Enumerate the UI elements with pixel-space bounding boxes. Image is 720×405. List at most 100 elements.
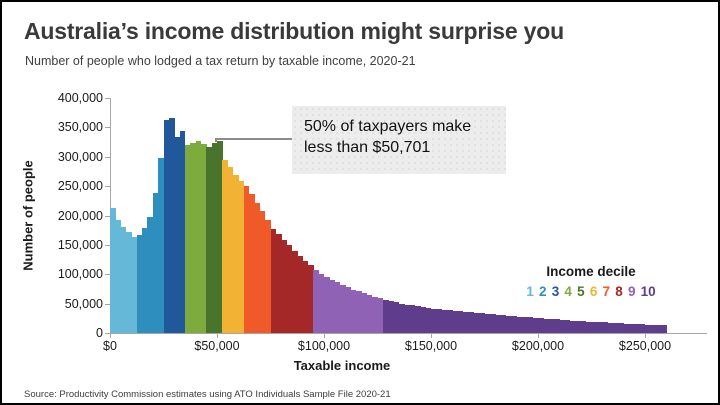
histogram-bar-decile-9 bbox=[313, 270, 319, 333]
histogram-bar-decile-5 bbox=[217, 141, 223, 333]
y-tick-mark bbox=[105, 127, 110, 129]
legend-items: 1 2 3 4 5 6 7 8 9 10 bbox=[500, 283, 682, 301]
x-tick-mark bbox=[217, 333, 218, 338]
histogram-bar-decile-10 bbox=[596, 322, 603, 333]
histogram-bar-decile-10 bbox=[570, 320, 576, 333]
y-tick-label: 0 bbox=[96, 326, 103, 340]
histogram-bar-decile-10 bbox=[554, 319, 560, 333]
histogram-bar-decile-10 bbox=[393, 302, 400, 333]
histogram-bar-decile-3 bbox=[179, 130, 186, 333]
histogram-bar-decile-6 bbox=[233, 174, 239, 333]
histogram-bar-decile-10 bbox=[639, 324, 646, 333]
histogram-bar-decile-9 bbox=[361, 293, 368, 333]
chart-subtitle: Number of people who lodged a tax return… bbox=[25, 54, 416, 68]
histogram-bar-decile-3 bbox=[168, 117, 175, 333]
histogram-bar-decile-7 bbox=[249, 193, 255, 333]
histogram-bar-decile-6 bbox=[238, 181, 245, 333]
histogram-bar-decile-8 bbox=[291, 250, 298, 333]
histogram-bar-decile-6 bbox=[227, 167, 234, 333]
histogram-bar-decile-1 bbox=[110, 207, 116, 333]
histogram-bar-decile-10 bbox=[586, 321, 592, 333]
histogram-bar-decile-10 bbox=[505, 315, 512, 333]
histogram-bar-decile-9 bbox=[340, 284, 346, 333]
chart-title: Australia’s income distribution might su… bbox=[24, 18, 564, 44]
histogram-bar-decile-10 bbox=[441, 309, 448, 333]
histogram-bar-decile-10 bbox=[511, 316, 517, 333]
y-tick-mark bbox=[105, 98, 110, 99]
histogram-bar-decile-10 bbox=[436, 309, 443, 333]
histogram-bar-decile-9 bbox=[377, 298, 384, 333]
x-tick-mark bbox=[645, 333, 646, 338]
histogram-bar-decile-10 bbox=[580, 321, 587, 333]
histogram-bar-decile-10 bbox=[618, 323, 624, 333]
annotation-text-line1: 50% of taxpayers make bbox=[304, 118, 472, 135]
histogram-bar-decile-10 bbox=[655, 325, 662, 333]
x-tick-label: $200,000 bbox=[511, 339, 565, 353]
legend-item-decile-10: 10 bbox=[640, 284, 656, 299]
x-tick-mark bbox=[538, 333, 539, 338]
histogram-bar-decile-10 bbox=[575, 320, 582, 333]
y-tick-label: 250,000 bbox=[57, 179, 103, 194]
legend-item-decile-7: 7 bbox=[602, 284, 611, 299]
legend-item-decile-4: 4 bbox=[564, 284, 572, 299]
histogram-bar-decile-1 bbox=[131, 236, 138, 333]
histogram-bar-decile-9 bbox=[345, 287, 352, 333]
histogram-bar-decile-1 bbox=[126, 231, 132, 333]
y-tick-mark bbox=[105, 303, 110, 305]
histogram-bar-decile-10 bbox=[382, 300, 389, 333]
annotation-callout: 50% of taxpayers make less than $50,701 bbox=[292, 106, 506, 174]
histogram-bar-decile-10 bbox=[650, 325, 657, 333]
histogram-bar-decile-4 bbox=[184, 145, 191, 333]
histogram-bar-decile-8 bbox=[302, 260, 309, 333]
histogram-bar-decile-9 bbox=[356, 291, 362, 333]
legend-item-decile-2: 2 bbox=[539, 284, 547, 299]
x-tick-label: $250,000 bbox=[618, 339, 672, 353]
histogram-bar-decile-3 bbox=[163, 120, 170, 333]
legend-item-decile-5: 5 bbox=[577, 284, 585, 299]
histogram-bar-decile-10 bbox=[623, 323, 630, 333]
histogram-bar-decile-10 bbox=[607, 322, 614, 333]
histogram-bar-decile-10 bbox=[559, 320, 566, 333]
histogram-bar-decile-9 bbox=[324, 276, 330, 333]
histogram-bar-decile-10 bbox=[564, 320, 571, 333]
legend-item-decile-6: 6 bbox=[589, 284, 598, 299]
y-tick-label: 400,000 bbox=[57, 91, 103, 105]
histogram-bar-decile-9 bbox=[334, 282, 341, 333]
histogram-bar-decile-10 bbox=[468, 312, 475, 333]
x-tick-label: $0 bbox=[103, 339, 117, 353]
histogram-bar-decile-10 bbox=[457, 311, 464, 333]
legend-item-decile-1: 1 bbox=[526, 284, 534, 299]
histogram-bar-decile-6 bbox=[222, 160, 229, 333]
histogram-bar-decile-10 bbox=[452, 310, 459, 333]
histogram-bar-decile-10 bbox=[591, 321, 598, 333]
histogram-bar-decile-4 bbox=[200, 144, 207, 333]
source-note: Source: Productivity Commission estimate… bbox=[24, 389, 391, 400]
histogram-bar-decile-2 bbox=[152, 193, 159, 333]
histogram-bar-decile-10 bbox=[661, 325, 667, 333]
y-tick-mark bbox=[105, 244, 110, 246]
histogram-bar-decile-2 bbox=[147, 216, 154, 333]
histogram-bar-decile-5 bbox=[211, 143, 218, 333]
histogram-bar-decile-7 bbox=[243, 185, 250, 333]
histogram-bar-decile-1 bbox=[115, 219, 122, 333]
x-tick-mark bbox=[431, 333, 432, 338]
annotation-text-line2: less than $50,701 bbox=[304, 139, 431, 156]
histogram-bar-decile-10 bbox=[612, 323, 619, 333]
histogram-bar-decile-9 bbox=[318, 273, 325, 333]
histogram-bar-decile-4 bbox=[195, 141, 202, 333]
histogram-bar-decile-10 bbox=[388, 301, 394, 333]
legend-title: Income decile bbox=[546, 264, 636, 279]
y-tick-label: 300,000 bbox=[57, 149, 103, 164]
histogram-bar-decile-9 bbox=[350, 289, 357, 333]
y-tick-label: 350,000 bbox=[57, 120, 103, 135]
histogram-bar-decile-4 bbox=[190, 142, 196, 333]
histogram-bar-decile-10 bbox=[479, 313, 485, 333]
legend-item-decile-9: 9 bbox=[627, 284, 636, 299]
histogram-bar-decile-10 bbox=[484, 313, 491, 333]
x-axis-title: Taxable income bbox=[293, 358, 391, 373]
histogram-bar-decile-10 bbox=[602, 322, 608, 333]
histogram-bar-decile-10 bbox=[404, 304, 410, 333]
histogram-bar-decile-10 bbox=[527, 317, 533, 333]
histogram-bar-decile-10 bbox=[500, 315, 507, 333]
